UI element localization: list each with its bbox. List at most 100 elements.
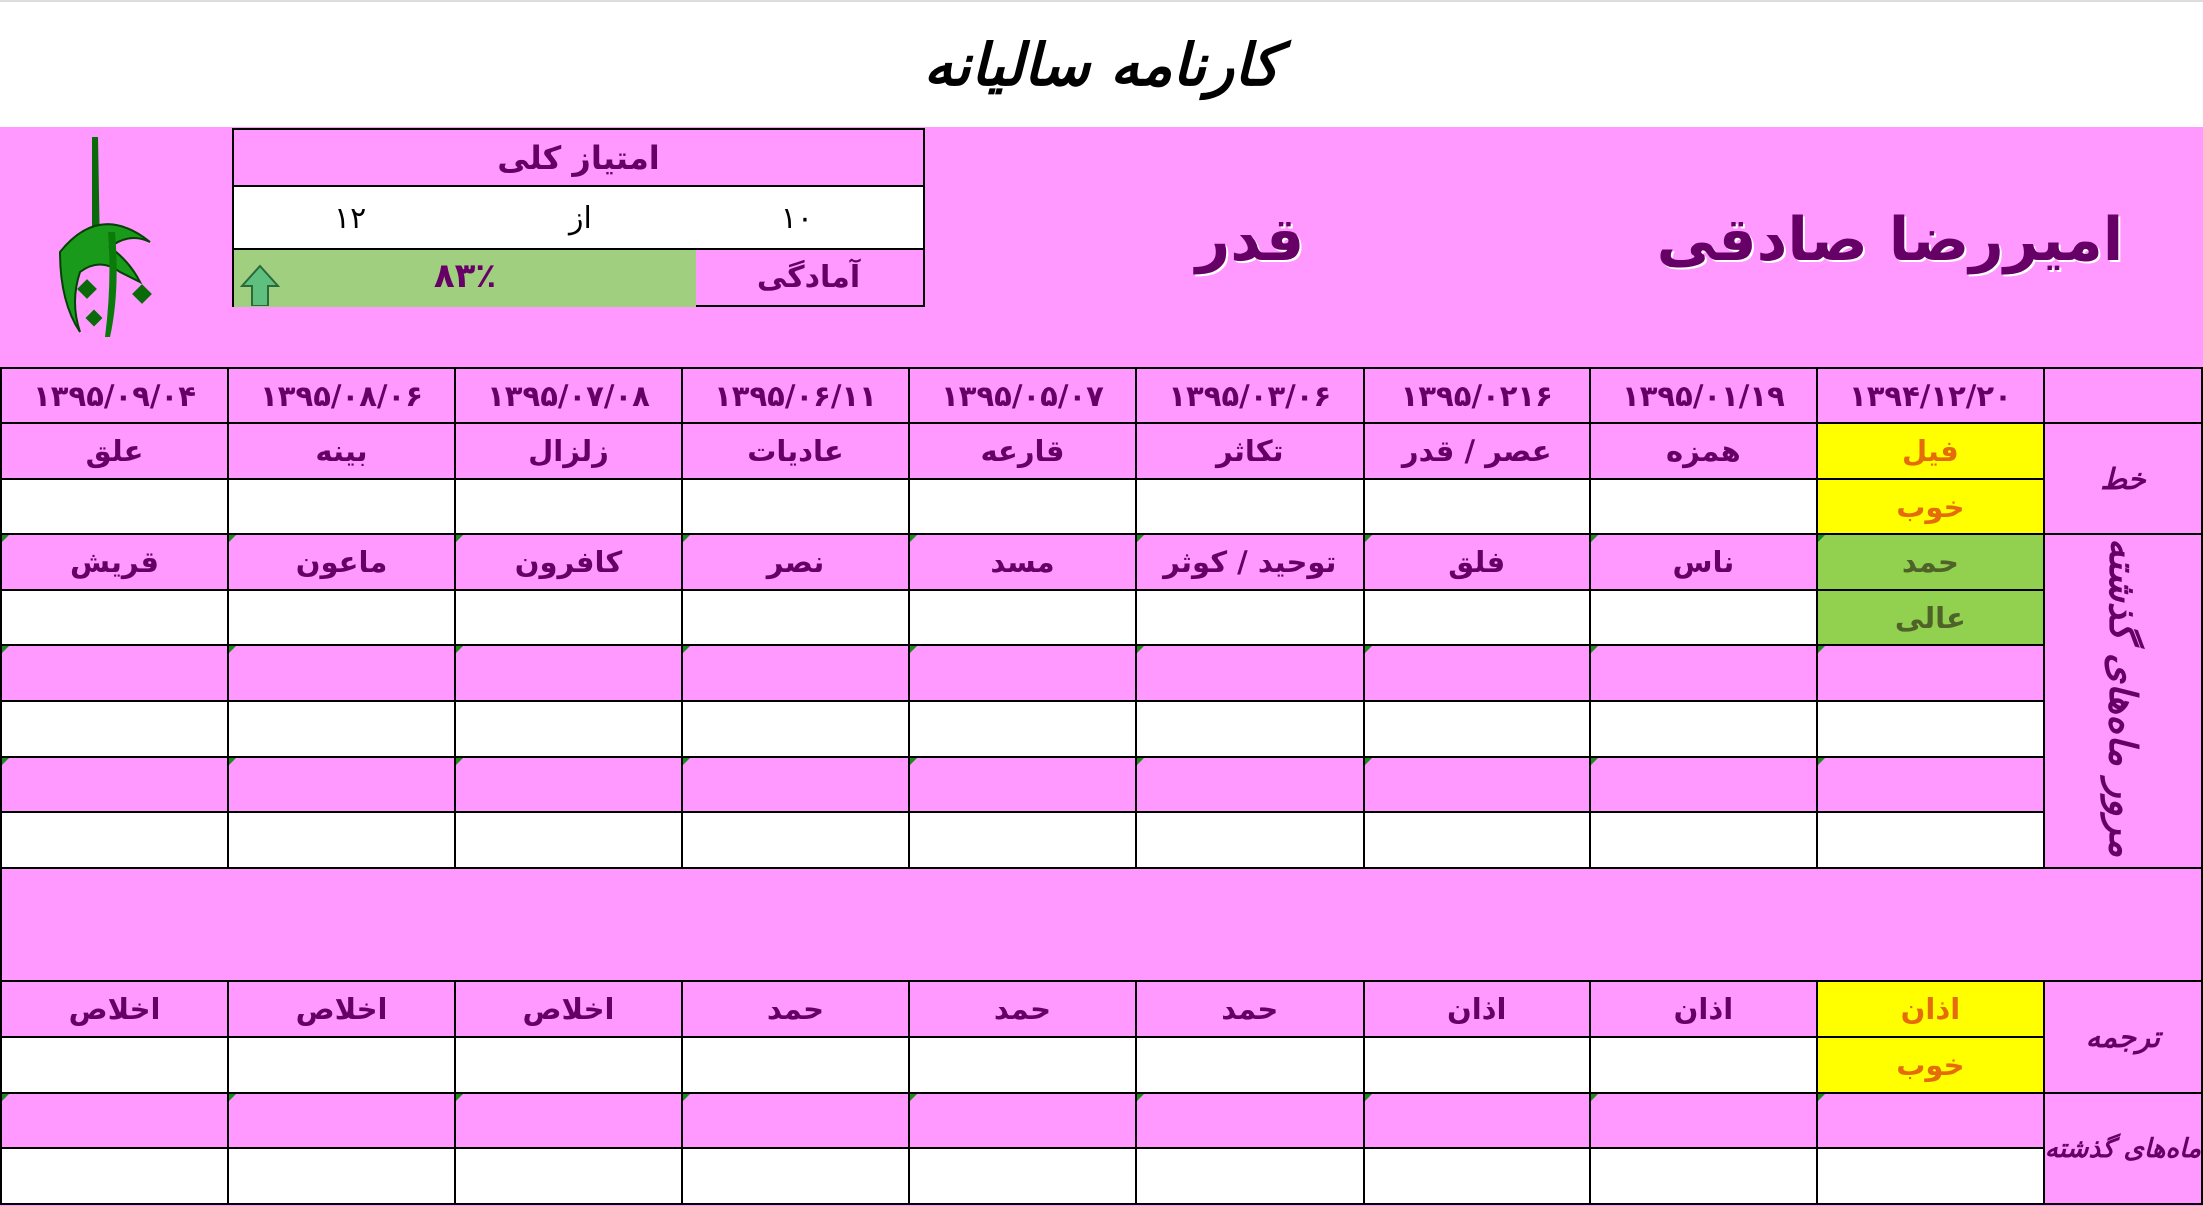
date-cell[interactable]: ۱۳۹۵/۰۳/۰۶: [1134, 367, 1365, 424]
past-grade-cell[interactable]: [1362, 700, 1591, 758]
tarjome-grade-cell[interactable]: [680, 1036, 910, 1094]
date-cell[interactable]: ۱۳۹۵/۰۵/۰۷: [907, 367, 1137, 424]
khat-surah-cell[interactable]: عصر / قدر: [1362, 422, 1591, 480]
tarjome-surah-cell[interactable]: حمد: [1134, 980, 1365, 1038]
tarjome-surah-cell[interactable]: اذان: [1362, 980, 1591, 1038]
tarjome-past-surah-cell[interactable]: [227, 1092, 456, 1149]
tarjome-past-surah-cell[interactable]: [1134, 1092, 1365, 1149]
past-grade-cell[interactable]: [907, 811, 1137, 869]
morur-grade-cell[interactable]: [227, 589, 456, 646]
tarjome-past-surah-cell[interactable]: [1588, 1092, 1818, 1149]
date-cell[interactable]: ۱۳۹۴/۱۲/۲۰: [1815, 367, 2045, 424]
khat-grade-cell[interactable]: خوب: [1815, 478, 2045, 535]
past-surah-cell[interactable]: [907, 644, 1137, 702]
morur-grade-cell[interactable]: [1134, 589, 1365, 646]
past-grade-cell[interactable]: [454, 811, 683, 869]
past-surah-cell[interactable]: [680, 756, 910, 813]
morur-surah-cell[interactable]: قریش: [0, 533, 230, 591]
tarjome-surah-cell[interactable]: اخلاص: [454, 980, 683, 1038]
tarjome-past-surah-cell[interactable]: [680, 1092, 910, 1149]
morur-surah-cell[interactable]: ناس: [1588, 533, 1818, 591]
tarjome-surah-cell[interactable]: حمد: [680, 980, 910, 1038]
past-grade-cell[interactable]: [227, 700, 456, 758]
past-surah-cell[interactable]: [1588, 756, 1818, 813]
tarjome-past-grade-cell[interactable]: [454, 1147, 683, 1205]
date-cell[interactable]: ۱۳۹۵/۰۹/۰۴: [0, 367, 230, 424]
past-grade-cell[interactable]: [227, 811, 456, 869]
past-surah-cell[interactable]: [0, 644, 230, 702]
morur-surah-cell[interactable]: توحید / کوثر: [1134, 533, 1365, 591]
khat-surah-cell[interactable]: عادیات: [680, 422, 910, 480]
tarjome-surah-cell[interactable]: اخلاص: [0, 980, 230, 1038]
khat-surah-cell[interactable]: زلزال: [454, 422, 683, 480]
tarjome-past-surah-cell[interactable]: [1815, 1092, 2045, 1149]
morur-surah-cell[interactable]: حمد: [1815, 533, 2045, 591]
past-surah-cell[interactable]: [1362, 756, 1591, 813]
morur-surah-cell[interactable]: فلق: [1362, 533, 1591, 591]
past-surah-cell[interactable]: [907, 756, 1137, 813]
khat-grade-cell[interactable]: [680, 478, 910, 535]
tarjome-grade-cell[interactable]: [907, 1036, 1137, 1094]
khat-surah-cell[interactable]: علق: [0, 422, 230, 480]
past-grade-cell[interactable]: [1588, 811, 1818, 869]
past-grade-cell[interactable]: [1815, 700, 2045, 758]
date-cell[interactable]: ۱۳۹۵/۰۲۱۶: [1362, 367, 1591, 424]
khat-grade-cell[interactable]: [1362, 478, 1591, 535]
morur-grade-cell[interactable]: [0, 589, 230, 646]
tarjome-past-grade-cell[interactable]: [227, 1147, 456, 1205]
tarjome-surah-cell[interactable]: اذان: [1588, 980, 1818, 1038]
past-surah-cell[interactable]: [227, 644, 456, 702]
past-surah-cell[interactable]: [454, 756, 683, 813]
past-surah-cell[interactable]: [1134, 644, 1365, 702]
past-grade-cell[interactable]: [0, 811, 230, 869]
khat-grade-cell[interactable]: [0, 478, 230, 535]
tarjome-past-grade-cell[interactable]: [680, 1147, 910, 1205]
khat-grade-cell[interactable]: [907, 478, 1137, 535]
tarjome-grade-cell[interactable]: خوب: [1815, 1036, 2045, 1094]
past-surah-cell[interactable]: [1134, 756, 1365, 813]
tarjome-past-grade-cell[interactable]: [0, 1147, 230, 1205]
tarjome-grade-cell[interactable]: [227, 1036, 456, 1094]
khat-grade-cell[interactable]: [1588, 478, 1818, 535]
past-surah-cell[interactable]: [680, 644, 910, 702]
past-grade-cell[interactable]: [1134, 811, 1365, 869]
tarjome-past-grade-cell[interactable]: [1815, 1147, 2045, 1205]
morur-surah-cell[interactable]: کافرون: [454, 533, 683, 591]
morur-grade-cell[interactable]: عالی: [1815, 589, 2045, 646]
morur-grade-cell[interactable]: [680, 589, 910, 646]
morur-surah-cell[interactable]: نصر: [680, 533, 910, 591]
tarjome-past-surah-cell[interactable]: [454, 1092, 683, 1149]
tarjome-past-grade-cell[interactable]: [1588, 1147, 1818, 1205]
khat-surah-cell[interactable]: همزه: [1588, 422, 1818, 480]
tarjome-grade-cell[interactable]: [454, 1036, 683, 1094]
past-grade-cell[interactable]: [1815, 811, 2045, 869]
tarjome-grade-cell[interactable]: [1588, 1036, 1818, 1094]
date-cell[interactable]: ۱۳۹۵/۰۶/۱۱: [680, 367, 910, 424]
morur-surah-cell[interactable]: مسد: [907, 533, 1137, 591]
morur-grade-cell[interactable]: [1588, 589, 1818, 646]
khat-surah-cell[interactable]: تکاثر: [1134, 422, 1365, 480]
past-surah-cell[interactable]: [0, 756, 230, 813]
past-surah-cell[interactable]: [1815, 644, 2045, 702]
tarjome-past-grade-cell[interactable]: [1134, 1147, 1365, 1205]
morur-grade-cell[interactable]: [1362, 589, 1591, 646]
tarjome-past-grade-cell[interactable]: [907, 1147, 1137, 1205]
khat-grade-cell[interactable]: [454, 478, 683, 535]
past-grade-cell[interactable]: [1588, 700, 1818, 758]
date-cell[interactable]: ۱۳۹۵/۰۸/۰۶: [227, 367, 456, 424]
tarjome-past-grade-cell[interactable]: [1362, 1147, 1591, 1205]
khat-surah-cell[interactable]: بینه: [227, 422, 456, 480]
past-grade-cell[interactable]: [680, 811, 910, 869]
date-cell[interactable]: ۱۳۹۵/۰۱/۱۹: [1588, 367, 1818, 424]
past-grade-cell[interactable]: [907, 700, 1137, 758]
khat-grade-cell[interactable]: [227, 478, 456, 535]
khat-surah-cell[interactable]: فیل: [1815, 422, 2045, 480]
tarjome-grade-cell[interactable]: [1134, 1036, 1365, 1094]
morur-grade-cell[interactable]: [454, 589, 683, 646]
morur-surah-cell[interactable]: ماعون: [227, 533, 456, 591]
tarjome-past-surah-cell[interactable]: [907, 1092, 1137, 1149]
past-surah-cell[interactable]: [1815, 756, 2045, 813]
khat-grade-cell[interactable]: [1134, 478, 1365, 535]
past-surah-cell[interactable]: [1588, 644, 1818, 702]
tarjome-past-surah-cell[interactable]: [1362, 1092, 1591, 1149]
